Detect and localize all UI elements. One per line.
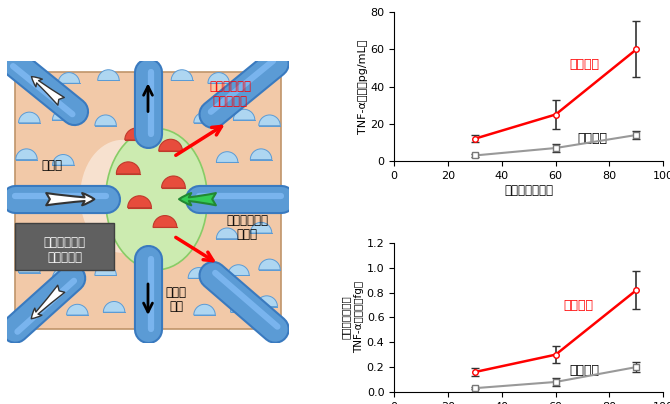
Wedge shape [159,139,182,151]
Wedge shape [259,115,280,126]
Text: ＜刺激なし＞: ＜刺激なし＞ [44,236,86,248]
Text: リポ多糖入り: リポ多糖入り [226,214,268,227]
Wedge shape [128,196,151,208]
Wedge shape [230,301,252,312]
Wedge shape [216,152,238,162]
Wedge shape [228,265,249,276]
Text: 培養液: 培養液 [42,159,62,172]
Wedge shape [103,301,125,312]
Wedge shape [251,222,272,233]
Text: 過剰液: 過剰液 [165,286,187,299]
Wedge shape [171,70,193,80]
X-axis label: 刺激時間（分）: 刺激時間（分） [505,183,553,196]
Wedge shape [19,262,40,273]
Wedge shape [24,299,46,309]
Wedge shape [19,112,40,123]
Wedge shape [242,76,263,86]
Ellipse shape [106,128,207,270]
Y-axis label: 一細胞当たりの
TNF-α産出量（fg）: 一細胞当たりの TNF-α産出量（fg） [341,281,364,354]
Wedge shape [251,149,272,160]
Wedge shape [95,115,117,126]
Text: ＜刺激あり＞: ＜刺激あり＞ [209,80,251,93]
Wedge shape [117,162,140,174]
Text: 細胞分泌物: 細胞分泌物 [47,250,82,263]
Text: 細胞分泌物: 細胞分泌物 [212,95,247,108]
Wedge shape [15,188,38,199]
Wedge shape [52,154,74,165]
Wedge shape [188,267,210,278]
FancyBboxPatch shape [15,223,114,270]
Wedge shape [58,73,80,83]
Wedge shape [153,216,177,227]
Wedge shape [259,259,280,270]
Wedge shape [256,296,277,307]
Text: 培養液: 培養液 [237,228,257,241]
Ellipse shape [80,140,165,253]
Text: 刺激あり: 刺激あり [569,58,599,71]
Wedge shape [216,228,238,239]
Wedge shape [125,128,149,140]
Wedge shape [24,76,46,86]
Wedge shape [98,70,119,80]
Wedge shape [194,112,215,123]
Wedge shape [52,231,74,242]
Wedge shape [52,109,74,120]
Text: 刺激なし: 刺激なし [577,132,607,145]
Wedge shape [247,185,269,196]
Wedge shape [15,225,38,236]
Wedge shape [194,304,215,315]
Text: 回収: 回収 [170,300,184,313]
Wedge shape [265,197,286,208]
Wedge shape [66,304,88,315]
Wedge shape [52,267,74,278]
Text: 刺激あり: 刺激あり [563,299,594,311]
Y-axis label: TNF-α濃度（pg/mL）: TNF-α濃度（pg/mL） [358,40,368,134]
Wedge shape [208,73,229,83]
Wedge shape [233,109,255,120]
Text: 刺激なし: 刺激なし [569,364,599,377]
Wedge shape [95,265,117,276]
Wedge shape [161,176,186,188]
Wedge shape [15,149,38,160]
